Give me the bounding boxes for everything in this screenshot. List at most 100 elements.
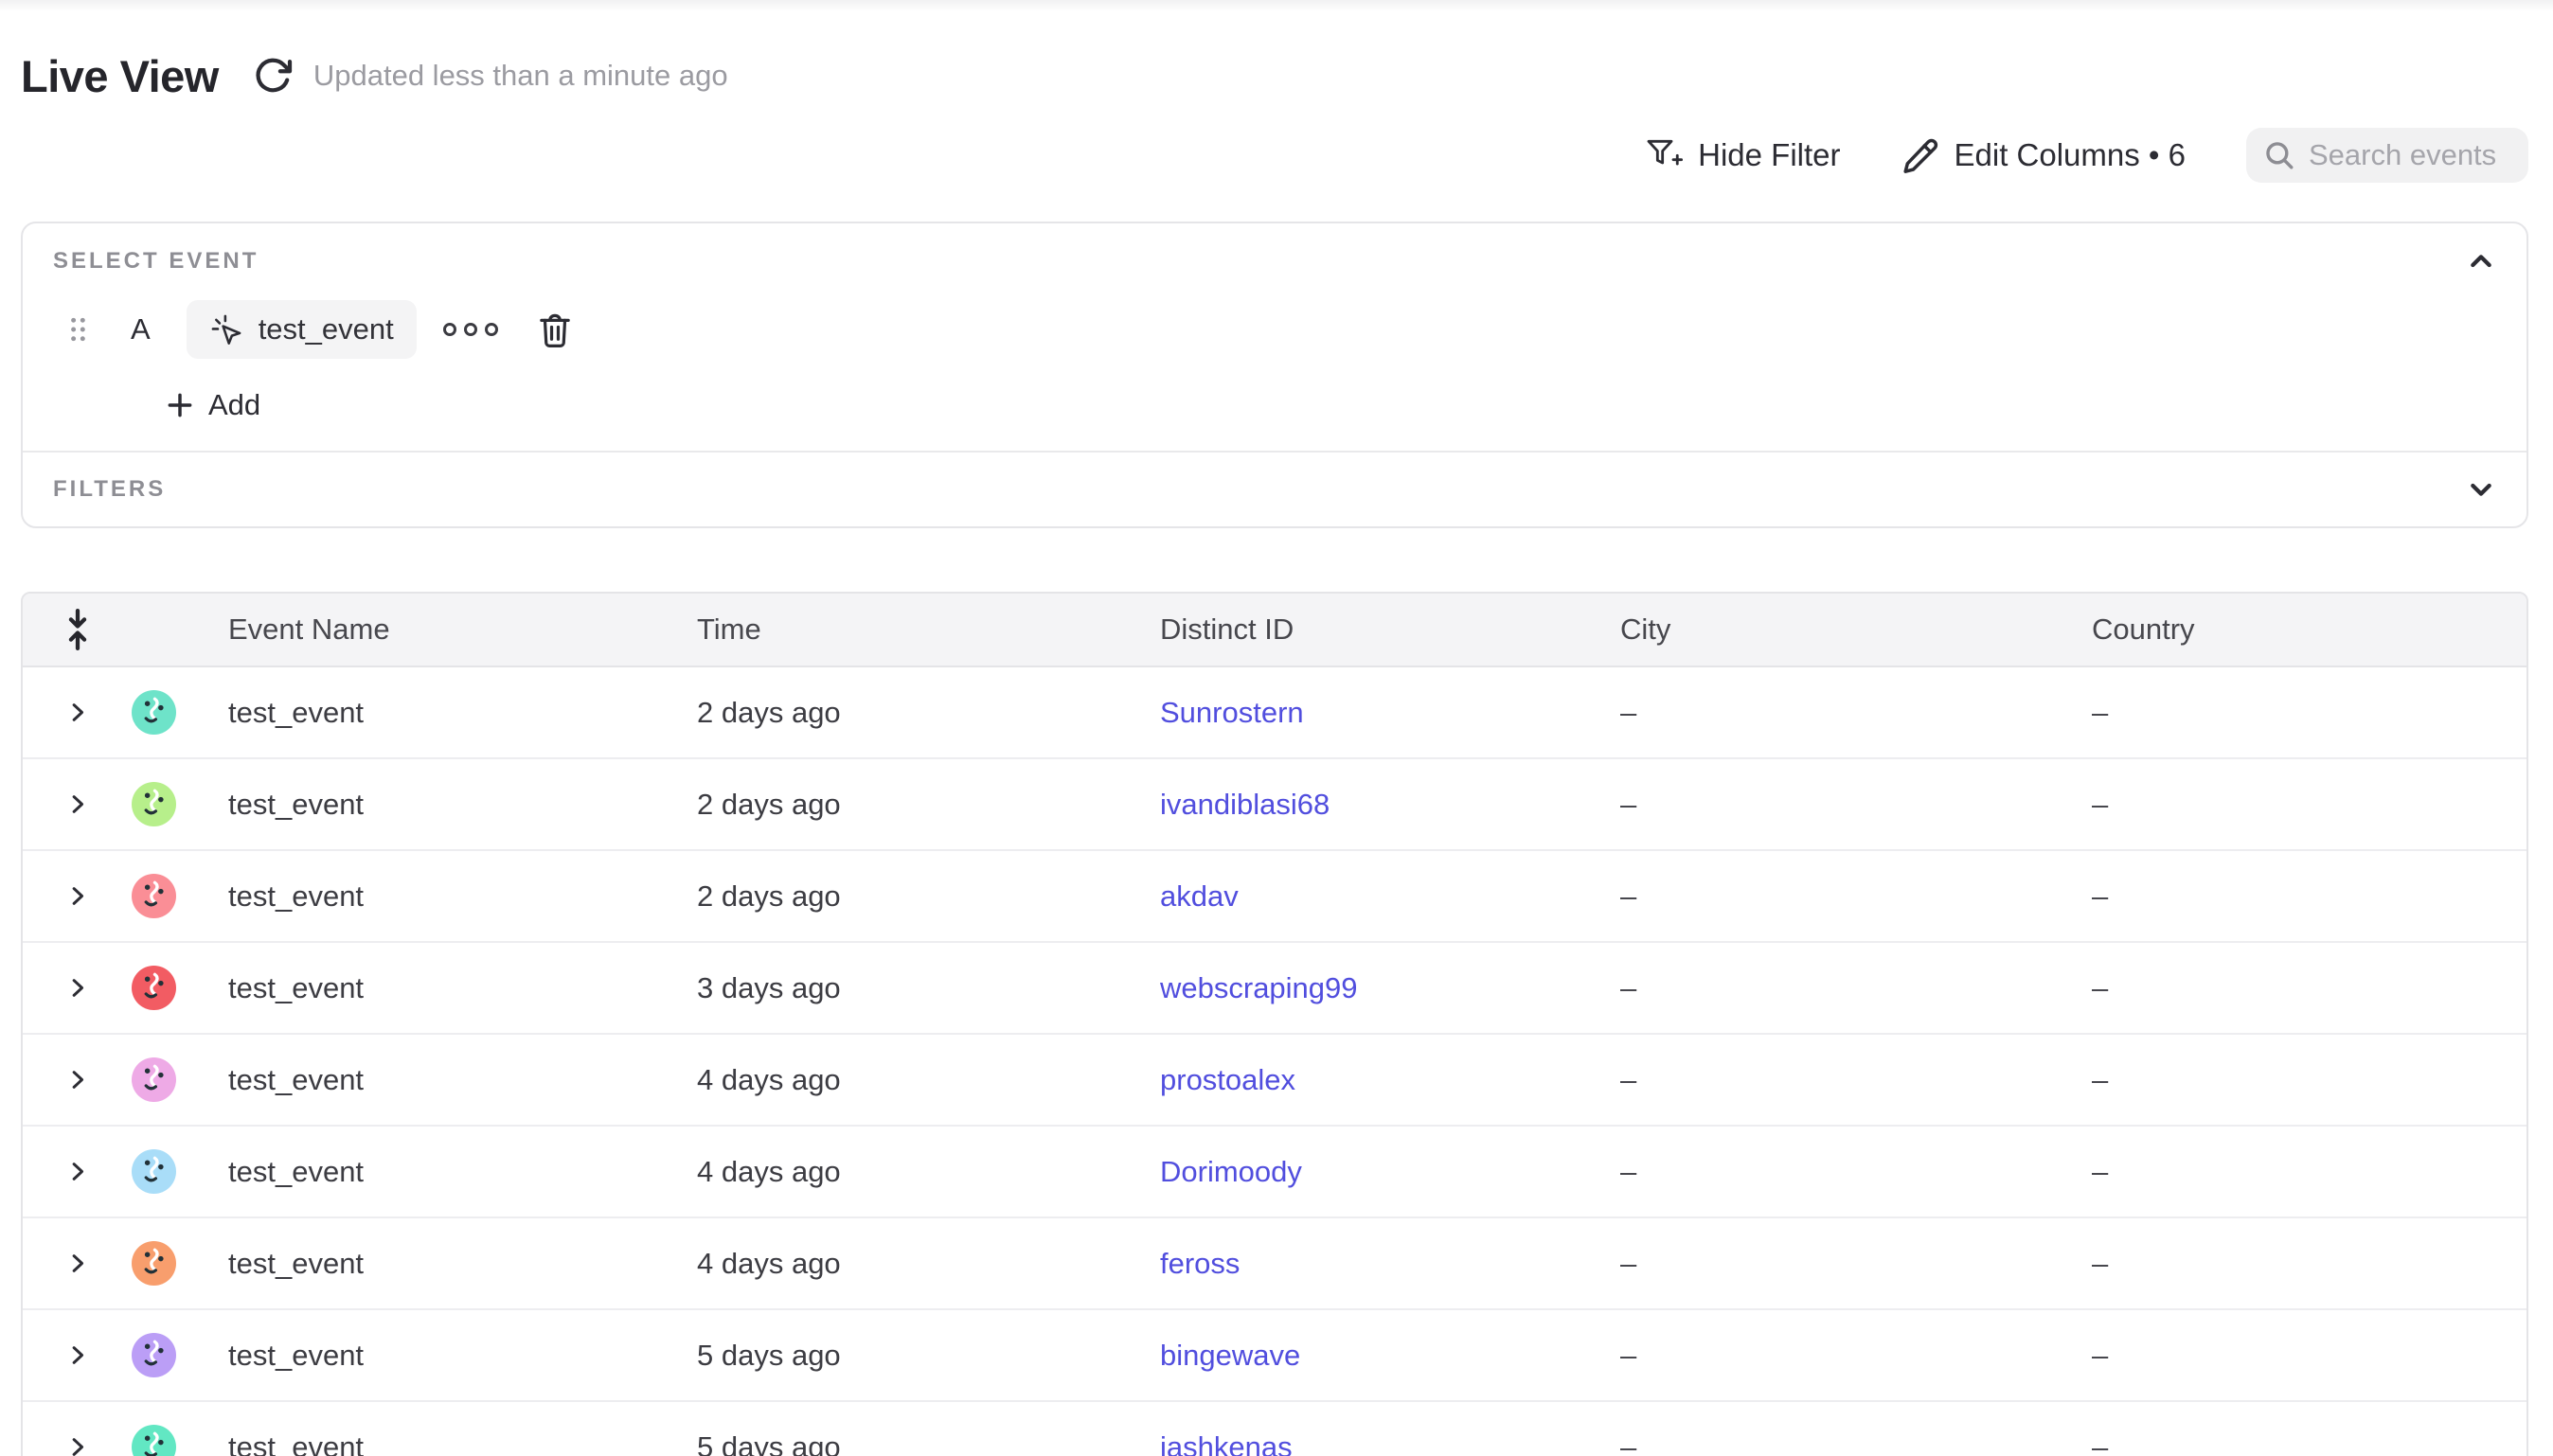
chevron-right-icon (64, 883, 90, 909)
expand-row-button[interactable] (64, 975, 90, 1001)
edit-columns-button[interactable]: Edit Columns • 6 (1901, 136, 2186, 174)
country-cell: – (2092, 879, 2109, 913)
table-row[interactable]: test_event 2 days ago Sunrostern – – (23, 667, 2526, 759)
expand-row-button[interactable] (64, 883, 90, 909)
country-cell: – (2092, 1338, 2109, 1372)
avatar[interactable] (132, 690, 176, 735)
chevron-right-icon (64, 1159, 90, 1184)
table-row[interactable]: test_event 2 days ago akdav – – (23, 851, 2526, 943)
country-cell: – (2092, 1429, 2109, 1456)
chevron-right-icon (64, 975, 90, 1001)
chevron-right-icon (64, 1067, 90, 1092)
collapse-all-rows-button[interactable] (62, 608, 94, 651)
search-box (2246, 128, 2528, 183)
dot-icon (484, 323, 498, 336)
event-name-cell: test_event (228, 1062, 365, 1096)
top-fade (0, 0, 2553, 11)
distinct-id-link[interactable]: jashkenas (1160, 1429, 1293, 1456)
event-name-cell: test_event (228, 1246, 365, 1280)
expand-row-button[interactable] (64, 1251, 90, 1276)
toolbar: Hide Filter Edit Columns • 6 (21, 127, 2528, 184)
chevron-right-icon (64, 1434, 90, 1456)
city-cell: – (1620, 970, 1637, 1004)
time-cell: 5 days ago (697, 1429, 841, 1456)
expand-row-button[interactable] (64, 1159, 90, 1184)
cursor-click-icon (209, 312, 243, 346)
distinct-id-link[interactable]: Dorimoody (1160, 1154, 1302, 1188)
table-row[interactable]: test_event 5 days ago jashkenas – – (23, 1402, 2526, 1456)
city-cell: – (1620, 1338, 1637, 1372)
search-input[interactable] (2309, 138, 2517, 172)
distinct-id-link[interactable]: prostoalex (1160, 1062, 1296, 1096)
column-header-distinct-id: Distinct ID (1160, 613, 1294, 646)
distinct-id-link[interactable]: Sunrostern (1160, 695, 1304, 729)
select-event-label: SELECT EVENT (53, 248, 259, 274)
avatar[interactable] (132, 874, 176, 918)
table-header-row: Event Name Time Distinct ID City Country (23, 594, 2526, 667)
avatar[interactable] (132, 1149, 176, 1194)
city-cell: – (1620, 1246, 1637, 1280)
country-cell: – (2092, 970, 2109, 1004)
avatar[interactable] (132, 1425, 176, 1456)
avatar[interactable] (132, 1333, 176, 1377)
time-cell: 2 days ago (697, 879, 841, 913)
distinct-id-link[interactable]: webscraping99 (1160, 970, 1358, 1004)
delete-event-button[interactable] (538, 311, 572, 348)
event-name-label: test_event (258, 312, 394, 346)
select-event-section: SELECT EVENT A tes (23, 223, 2526, 451)
event-name-cell: test_event (228, 695, 365, 729)
column-header-time: Time (697, 613, 761, 646)
event-series-letter: A (131, 312, 151, 346)
table-row[interactable]: test_event 2 days ago ivandiblasi68 – – (23, 759, 2526, 851)
city-cell: – (1620, 1154, 1637, 1188)
expand-row-button[interactable] (64, 1434, 90, 1456)
dot-icon (442, 323, 456, 336)
distinct-id-link[interactable]: bingewave (1160, 1338, 1301, 1372)
chevron-up-icon (2466, 246, 2496, 276)
expand-row-button[interactable] (64, 700, 90, 725)
add-label: Add (208, 388, 261, 421)
collapse-section-button[interactable] (2466, 246, 2496, 276)
table-row[interactable]: test_event 4 days ago Dorimoody – – (23, 1127, 2526, 1218)
pencil-icon (1901, 136, 1939, 174)
table-row[interactable]: test_event 3 days ago webscraping99 – – (23, 943, 2526, 1035)
table-row[interactable]: test_event 4 days ago feross – – (23, 1218, 2526, 1310)
filters-label: FILTERS (53, 476, 167, 502)
expand-filters-button[interactable] (2466, 474, 2496, 505)
avatar[interactable] (132, 1057, 176, 1102)
distinct-id-link[interactable]: ivandiblasi68 (1160, 787, 1330, 821)
column-header-event-name: Event Name (228, 613, 390, 646)
distinct-id-link[interactable]: feross (1160, 1246, 1241, 1280)
country-cell: – (2092, 1154, 2109, 1188)
chevron-right-icon (64, 1342, 90, 1368)
query-builder-card: SELECT EVENT A tes (21, 222, 2528, 528)
avatar[interactable] (132, 1241, 176, 1286)
expand-row-button[interactable] (64, 1342, 90, 1368)
country-cell: – (2092, 1246, 2109, 1280)
chevron-right-icon (64, 791, 90, 817)
event-name-cell: test_event (228, 970, 365, 1004)
more-options-button[interactable] (442, 323, 498, 336)
event-row: A test_event (68, 299, 2496, 360)
table-row[interactable]: test_event 4 days ago prostoalex – – (23, 1035, 2526, 1127)
drag-handle[interactable] (68, 316, 89, 343)
search-icon (2263, 139, 2295, 171)
expand-row-button[interactable] (64, 791, 90, 817)
hide-filter-button[interactable]: Hide Filter (1645, 136, 1841, 174)
table-body: test_event 2 days ago Sunrostern – – tes… (23, 667, 2526, 1456)
table-row[interactable]: test_event 5 days ago bingewave – – (23, 1310, 2526, 1402)
filters-section: FILTERS (23, 451, 2526, 526)
event-select-chip[interactable]: test_event (186, 300, 417, 359)
avatar[interactable] (132, 782, 176, 826)
plus-icon (165, 390, 195, 420)
avatar[interactable] (132, 966, 176, 1010)
refresh-button[interactable] (253, 56, 293, 96)
expand-row-button[interactable] (64, 1067, 90, 1092)
time-cell: 3 days ago (697, 970, 841, 1004)
distinct-id-link[interactable]: akdav (1160, 879, 1239, 913)
add-event-button[interactable]: Add (165, 388, 260, 422)
city-cell: – (1620, 879, 1637, 913)
filter-plus-icon (1645, 136, 1684, 174)
country-cell: – (2092, 1062, 2109, 1096)
time-cell: 4 days ago (697, 1062, 841, 1096)
